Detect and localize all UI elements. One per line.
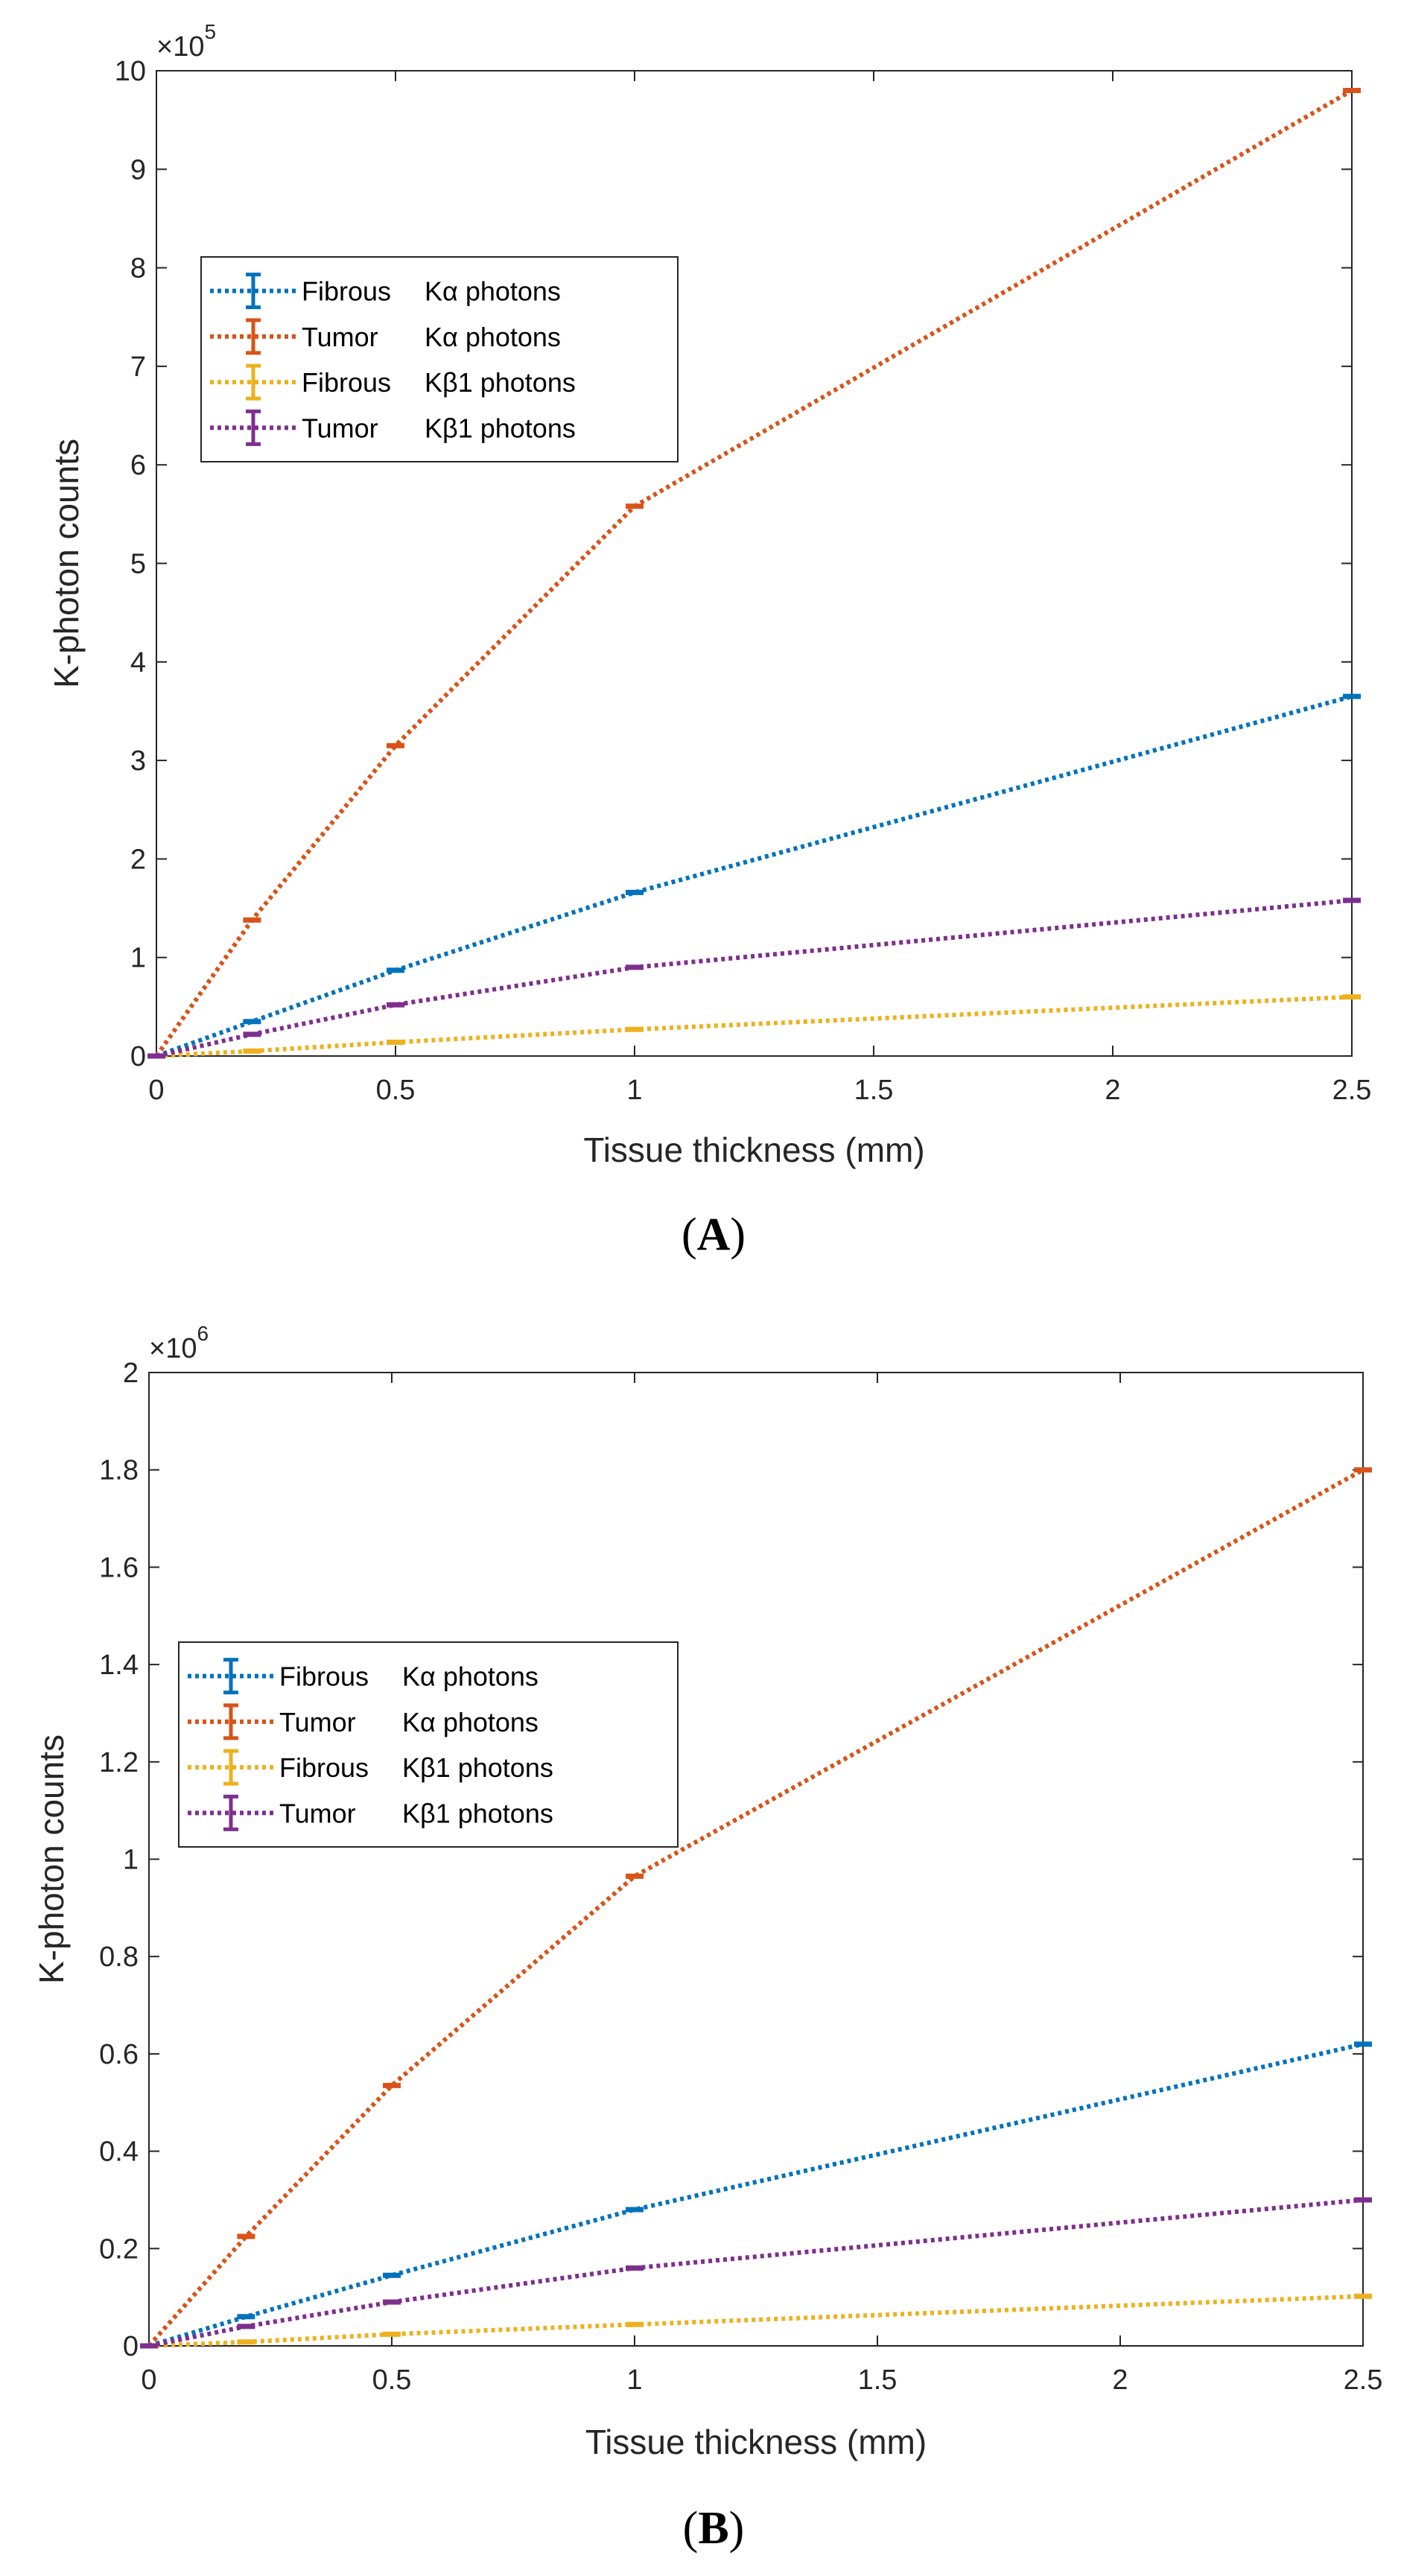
legend-series-label: Kα photons [425, 276, 561, 307]
legend-series-name: Tumor [279, 1707, 356, 1737]
y-tick-label: 0.4 [99, 2137, 139, 2168]
y-exponent-power: 6 [197, 1322, 209, 1345]
y-exponent-label: ×106 [149, 1322, 209, 1365]
x-tick-label: 0.5 [372, 2364, 412, 2396]
legend-series-name: Tumor [279, 1798, 356, 1828]
y-tick-label: 3 [130, 745, 146, 777]
y-tick-label: 2 [130, 844, 146, 875]
legend-series-label: Kβ1 photons [402, 1752, 553, 1783]
x-tick-label: 0.5 [376, 1075, 416, 1106]
y-tick-label: 2 [123, 1358, 139, 1389]
legend-series-name: Fibrous [279, 1752, 369, 1783]
axes-box [148, 1372, 1364, 2347]
legend-series-label: Kα photons [425, 322, 561, 352]
axes-box [156, 70, 1353, 1057]
y-tick-label: 7 [130, 352, 146, 383]
x-tick-label: 2.5 [1344, 2364, 1383, 2396]
y-axis-label: K-photon counts [32, 1734, 71, 1984]
x-tick-label: 1 [626, 2364, 642, 2396]
y-tick-label: 0.2 [99, 2233, 139, 2265]
legend-series-name: Fibrous [302, 367, 391, 398]
x-tick-label: 0 [148, 1075, 164, 1106]
y-tick-label: 1.8 [99, 1455, 139, 1486]
y-tick-label: 1.2 [99, 1747, 139, 1778]
legend-box [178, 1641, 679, 1848]
x-tick-label: 2 [1112, 2364, 1128, 2396]
panel-label-a: (A) [682, 1209, 746, 1260]
panel-label-b: (B) [683, 2503, 745, 2554]
x-tick-label: 1 [626, 1075, 642, 1106]
y-tick-label: 0.8 [99, 1941, 139, 1973]
y-tick-label: 5 [130, 549, 146, 580]
x-tick-label: 1.5 [858, 2364, 898, 2396]
legend-series-name: Fibrous [279, 1661, 369, 1692]
legend-series-label: Kα photons [402, 1661, 539, 1692]
legend-series-name: Fibrous [302, 276, 391, 307]
legend-series-name: Tumor [302, 322, 378, 352]
y-axis-label: K-photon counts [47, 439, 86, 688]
legend-series-label: Kβ1 photons [425, 367, 576, 398]
y-tick-label: 1 [123, 1845, 139, 1876]
x-tick-label: 0 [141, 2364, 156, 2396]
series-line [147, 1468, 1365, 2347]
chart-panel-b: ×106 Breast thickness: 4 cm50 kV W/Al (0… [32, 1322, 1382, 2462]
y-tick-label: 1.4 [99, 1650, 139, 1681]
series-line [148, 2041, 1364, 2348]
y-tick-label: 0.6 [99, 2039, 139, 2070]
y-tick-label: 4 [130, 647, 146, 678]
series-line [154, 88, 1353, 1058]
y-tick-label: 0 [130, 1041, 146, 1072]
legend-series-name: Tumor [302, 413, 378, 443]
y-tick-label: 10 [115, 56, 146, 87]
y-exponent-power: 5 [204, 20, 216, 43]
x-tick-label: 1.5 [854, 1075, 894, 1106]
x-tick-label: 2.5 [1332, 1075, 1372, 1106]
y-tick-label: 1.6 [99, 1552, 139, 1583]
y-tick-label: 0 [123, 2331, 139, 2362]
y-exponent-label: ×105 [156, 20, 216, 63]
y-tick-label: 9 [130, 154, 146, 185]
y-tick-label: 8 [130, 253, 146, 284]
x-axis-label: Tissue thickness (mm) [585, 2423, 927, 2461]
legend-series-label: Kβ1 photons [425, 413, 576, 443]
legend-series-label: Kα photons [402, 1707, 539, 1737]
chart-panel-a: ×105 Breast thickness: 4 cm40 kV W/Al (0… [47, 20, 1371, 1170]
y-tick-label: 1 [130, 943, 146, 974]
x-axis-label: Tissue thickness (mm) [583, 1130, 924, 1169]
y-tick-label: 6 [130, 450, 146, 481]
legend-series-label: Kβ1 photons [402, 1798, 553, 1828]
x-tick-label: 2 [1105, 1075, 1120, 1106]
